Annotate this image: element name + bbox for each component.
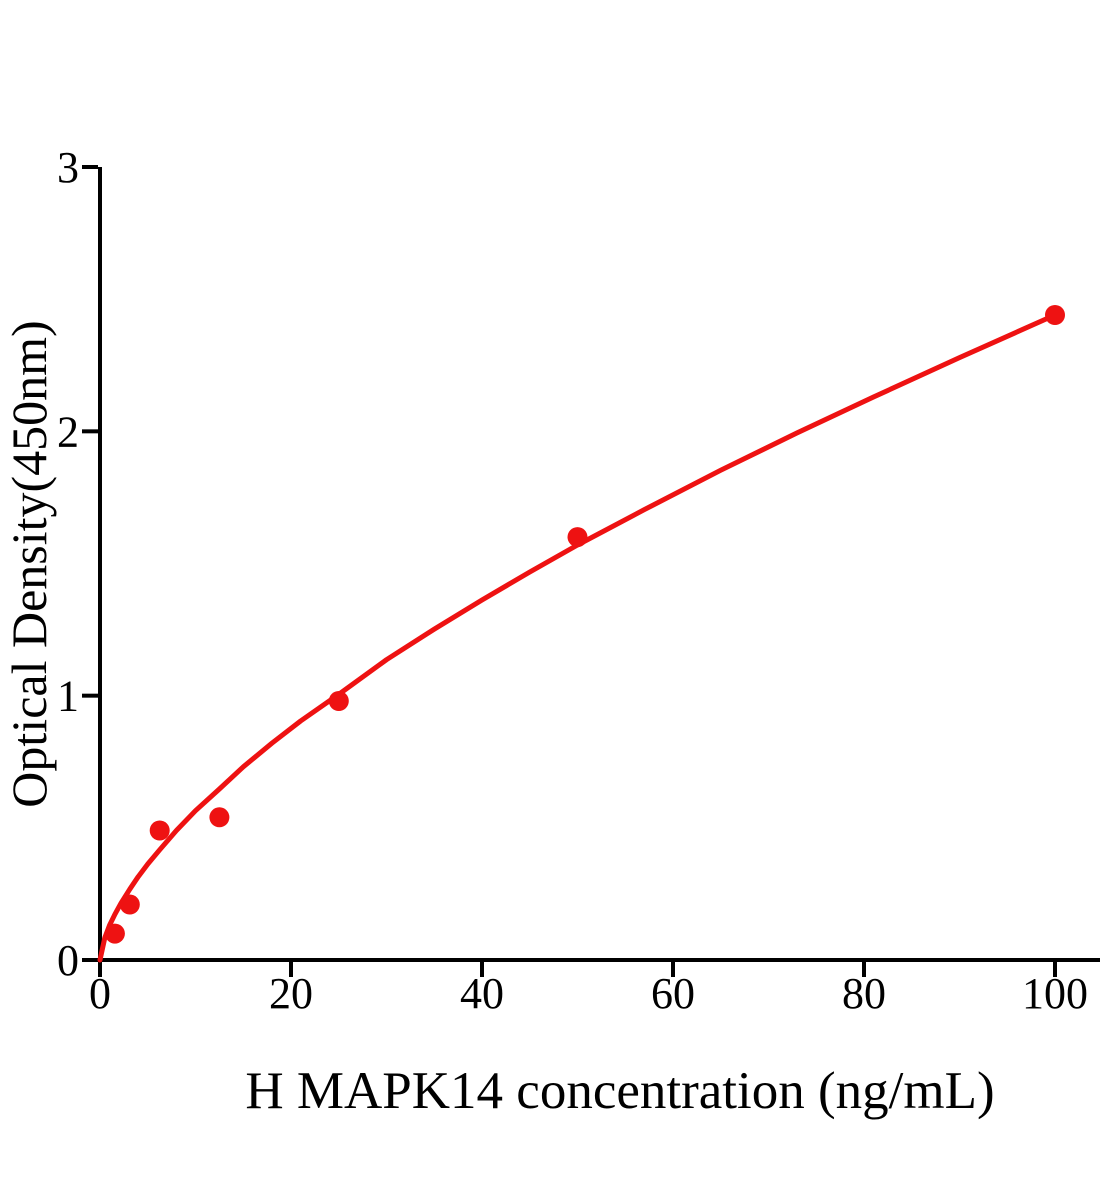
data-point xyxy=(149,820,170,841)
x-tick-label: 80 xyxy=(842,969,886,1018)
y-tick-label: 1 xyxy=(57,672,79,721)
y-axis-title: Optical Density(450nm) xyxy=(1,320,57,807)
data-point xyxy=(209,807,230,828)
axes: 0 20 40 60 80 100 0 1 2 3 xyxy=(57,143,1100,1018)
data-point xyxy=(1045,305,1065,325)
y-tick-label: 0 xyxy=(57,936,79,985)
data-point xyxy=(567,527,588,548)
x-tick-label: 60 xyxy=(651,969,695,1018)
y-tick-label: 2 xyxy=(57,407,79,456)
x-tick-label: 20 xyxy=(269,969,313,1018)
data-point xyxy=(119,894,140,915)
x-tick-label: 0 xyxy=(89,969,111,1018)
data-point xyxy=(104,923,125,944)
data-point xyxy=(328,691,349,711)
y-tick-label: 3 xyxy=(57,143,79,192)
fit-curve-line xyxy=(97,312,1058,963)
x-axis-title: H MAPK14 concentration (ng/mL) xyxy=(245,1062,994,1120)
x-tick-label: 100 xyxy=(1022,969,1088,1018)
x-tick-label: 40 xyxy=(460,969,504,1018)
fit-curve-and-points xyxy=(97,305,1065,963)
